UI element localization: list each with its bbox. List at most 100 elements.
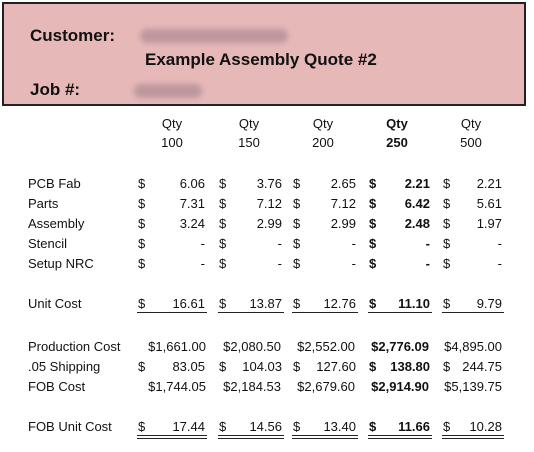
row-label: Setup NRC (28, 256, 94, 271)
cell-value: 127.60 (296, 359, 356, 374)
cell-value: 14.56 (222, 419, 282, 434)
row-label: FOB Cost (28, 379, 85, 394)
qty-header-value: 100 (142, 135, 202, 150)
row-label: Parts (28, 196, 58, 211)
cell-underline (137, 435, 207, 436)
table-cell: $1,744.05 (136, 379, 206, 394)
header-box: Customer: Example Assembly Quote #2 Job … (2, 2, 526, 106)
cell-value: 5.61 (442, 196, 502, 211)
cell-underline (218, 435, 284, 436)
cell-value: - (145, 236, 205, 251)
cell-value: - (370, 256, 430, 271)
cell-value: 11.66 (370, 419, 430, 434)
cell-underline (442, 312, 504, 313)
table-cell: $2,552.00 (291, 339, 355, 354)
table-cell: $2,184.53 (217, 379, 281, 394)
row-label: PCB Fab (28, 176, 81, 191)
cell-value: 1,661.00 (155, 339, 206, 354)
cell-underline (292, 312, 358, 313)
qty-header-value: 500 (441, 135, 501, 150)
cell-value: 2.21 (370, 176, 430, 191)
quote-title: Example Assembly Quote #2 (145, 50, 377, 70)
table-cell: $5,139.75 (441, 379, 502, 394)
cell-value: - (222, 236, 282, 251)
cell-value: 2,184.53 (230, 379, 281, 394)
cell-value: 83.05 (145, 359, 205, 374)
cell-value: - (145, 256, 205, 271)
cell-value: 2,080.50 (230, 339, 281, 354)
cell-value: - (442, 256, 502, 271)
cell-underline (368, 438, 432, 439)
cell-value: 1,744.05 (155, 379, 206, 394)
cell-value: 5,139.75 (451, 379, 502, 394)
row-label: FOB Unit Cost (28, 419, 112, 434)
cell-underline (137, 312, 207, 313)
cell-value: 2,776.09 (378, 339, 429, 354)
cell-value: 4,895.00 (451, 339, 502, 354)
cell-underline (292, 438, 358, 439)
cell-value: 138.80 (370, 359, 430, 374)
table-cell: $2,679.60 (291, 379, 355, 394)
cell-value: - (370, 236, 430, 251)
cell-value: 6.42 (370, 196, 430, 211)
row-label: Assembly (28, 216, 84, 231)
cell-value: 12.76 (296, 296, 356, 311)
cell-value: 2,552.00 (304, 339, 355, 354)
row-label: Unit Cost (28, 296, 81, 311)
customer-name-redacted (140, 29, 288, 43)
cell-value: 2,914.90 (378, 379, 429, 394)
table-cell: $2,776.09 (367, 339, 429, 354)
cell-value: - (222, 256, 282, 271)
cell-underline (292, 435, 358, 436)
cell-value: 16.61 (145, 296, 205, 311)
cell-value: 2,679.60 (304, 379, 355, 394)
cell-value: 2.21 (442, 176, 502, 191)
cell-underline (368, 435, 432, 436)
cell-value: 244.75 (442, 359, 502, 374)
cell-value: 3.76 (222, 176, 282, 191)
cell-value: 2.99 (296, 216, 356, 231)
row-label: .05 Shipping (28, 359, 100, 374)
job-number-redacted (134, 84, 202, 98)
cell-value: 13.87 (222, 296, 282, 311)
cell-value: 11.10 (370, 296, 430, 311)
cell-value: 2.65 (296, 176, 356, 191)
cell-value: 13.40 (296, 419, 356, 434)
cell-underline (218, 312, 284, 313)
table-cell: $2,914.90 (367, 379, 429, 394)
cell-value: 2.48 (370, 216, 430, 231)
cell-value: 104.03 (222, 359, 282, 374)
cell-value: - (296, 256, 356, 271)
job-label: Job #: (30, 80, 80, 100)
qty-header-label: Qty (293, 116, 353, 131)
qty-header-value: 200 (293, 135, 353, 150)
cell-value: 9.79 (442, 296, 502, 311)
cell-value: 6.06 (145, 176, 205, 191)
cell-underline (368, 312, 432, 313)
qty-header-label: Qty (441, 116, 501, 131)
cell-underline (442, 435, 504, 436)
qty-header-label: Qty (142, 116, 202, 131)
cell-value: 17.44 (145, 419, 205, 434)
cell-underline (137, 438, 207, 439)
qty-header-label: Qty (367, 116, 427, 131)
row-label: Production Cost (28, 339, 121, 354)
cell-underline (442, 438, 504, 439)
table-cell: $1,661.00 (136, 339, 206, 354)
cell-value: 1.97 (442, 216, 502, 231)
cell-value: 10.28 (442, 419, 502, 434)
row-label: Stencil (28, 236, 67, 251)
cell-value: 7.31 (145, 196, 205, 211)
qty-header-value: 250 (367, 135, 427, 150)
cell-value: - (296, 236, 356, 251)
table-cell: $4,895.00 (441, 339, 502, 354)
customer-label: Customer: (30, 26, 115, 46)
qty-header-label: Qty (219, 116, 279, 131)
qty-header-value: 150 (219, 135, 279, 150)
table-cell: $2,080.50 (217, 339, 281, 354)
cell-value: 2.99 (222, 216, 282, 231)
cell-value: 7.12 (222, 196, 282, 211)
cell-value: - (442, 236, 502, 251)
cell-underline (218, 438, 284, 439)
cell-value: 3.24 (145, 216, 205, 231)
